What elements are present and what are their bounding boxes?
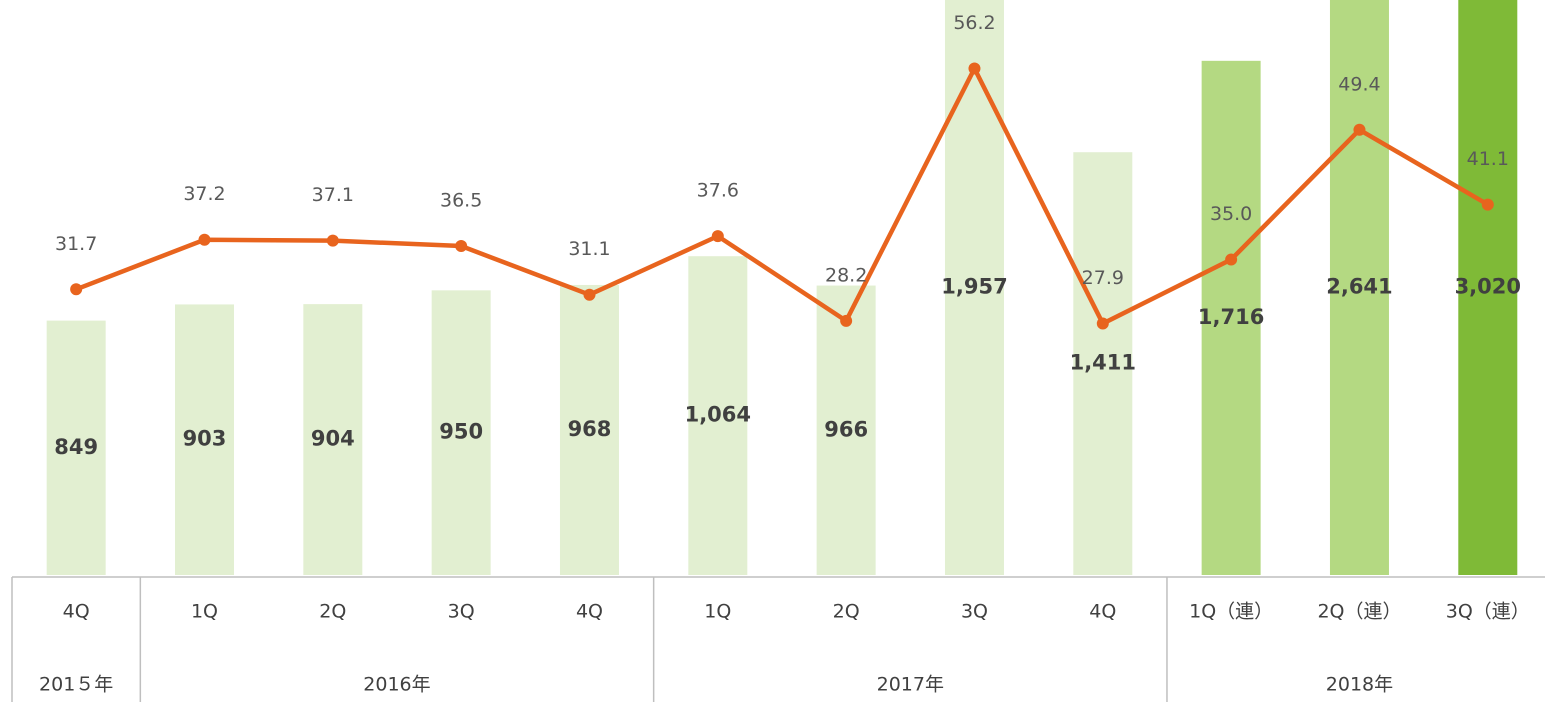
bar [303, 304, 363, 575]
line-point [1096, 317, 1109, 330]
x-tick-label: 1Q（連） [1189, 601, 1273, 623]
line-label: 56.2 [953, 12, 995, 34]
bar [944, 0, 1004, 575]
line-label: 49.4 [1338, 73, 1380, 95]
bar-label: 904 [311, 427, 355, 451]
line-point [840, 314, 853, 327]
line-point [583, 288, 596, 301]
line-label: 31.1 [568, 238, 610, 260]
bar [816, 285, 876, 575]
x-tick-label: 4Q [63, 601, 90, 623]
x-tick-label: 3Q（連） [1446, 601, 1530, 623]
line-label: 37.2 [183, 183, 225, 205]
x-tick-label: 4Q [576, 601, 603, 623]
line-point [455, 240, 468, 253]
line-point [1225, 253, 1238, 266]
bar [1201, 60, 1261, 576]
bar [174, 304, 234, 575]
x-tick-label: 1Q [191, 601, 218, 623]
bar-label: 966 [824, 417, 868, 441]
group-label: 201５年 [39, 674, 113, 696]
bar-label: 968 [568, 417, 612, 441]
bar [46, 320, 106, 575]
bar [1073, 152, 1133, 575]
bar-label: 849 [54, 435, 98, 459]
line-point [326, 234, 339, 247]
bar [1458, 0, 1518, 575]
line-point [1353, 123, 1366, 136]
line [75, 63, 1489, 327]
line-point [70, 283, 83, 296]
line-point [198, 233, 211, 246]
bar [559, 284, 619, 575]
line-label: 37.1 [312, 184, 354, 206]
line-label: 27.9 [1082, 267, 1124, 289]
line-label: 31.7 [55, 233, 97, 255]
line-point [1481, 198, 1494, 211]
bar-label: 2,641 [1326, 275, 1392, 299]
x-tick-label: 1Q [704, 601, 731, 623]
bar-label: 1,411 [1070, 351, 1136, 375]
x-tick-label: 2Q（連） [1317, 601, 1401, 623]
line-point [711, 230, 724, 243]
group-label: 2016年 [363, 674, 430, 696]
x-tick-label: 2Q [833, 601, 860, 623]
x-tick-label: 2Q [319, 601, 346, 623]
bar-label: 1,957 [941, 275, 1007, 299]
line-label: 35.0 [1210, 203, 1252, 225]
group-label: 2017年 [877, 674, 944, 696]
line-point [968, 62, 981, 75]
x-tick-label: 3Q [448, 601, 475, 623]
line-label: 36.5 [440, 190, 482, 212]
x-tick-label: 3Q [961, 601, 988, 623]
line-label: 37.6 [697, 180, 739, 202]
bar-label: 1,064 [685, 403, 751, 427]
line-label: 28.2 [825, 264, 867, 286]
bar-label: 950 [439, 420, 483, 444]
bar [688, 256, 748, 575]
line-label: 41.1 [1467, 148, 1509, 170]
bar [431, 290, 491, 575]
x-tick-label: 4Q [1089, 601, 1116, 623]
bar-label: 1,716 [1198, 305, 1264, 329]
bar-label: 903 [183, 427, 227, 451]
group-label: 2018年 [1326, 674, 1393, 696]
bar-label: 3,020 [1455, 275, 1521, 299]
bar [1329, 0, 1389, 575]
